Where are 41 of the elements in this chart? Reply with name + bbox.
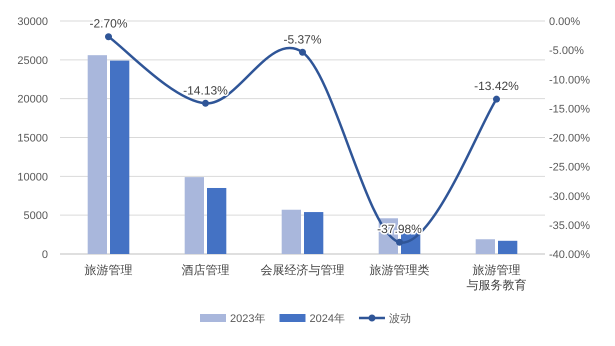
bar bbox=[110, 60, 130, 254]
y-tick-label: 10000 bbox=[17, 171, 48, 184]
y-tick-label: 15000 bbox=[17, 132, 48, 144]
point bbox=[299, 48, 306, 56]
y-tick-label: 5000 bbox=[24, 210, 48, 222]
y2-tick-label: 0.00% bbox=[549, 16, 580, 28]
data-label: -2.70% bbox=[89, 16, 128, 31]
bar bbox=[476, 239, 495, 254]
y2-tick-label: -20.00% bbox=[549, 132, 590, 144]
x-tick-label: 旅游管理与服务教育 bbox=[466, 263, 526, 292]
legend-label: 波动 bbox=[388, 312, 411, 325]
y2-tick-label: -25.00% bbox=[549, 162, 590, 174]
bar bbox=[304, 212, 324, 254]
x-tick-label: 酒店管理 bbox=[182, 263, 230, 277]
bar bbox=[282, 210, 301, 254]
y2-tick-label: -40.00% bbox=[549, 249, 590, 261]
point bbox=[493, 96, 500, 103]
y2-tick-label: -5.00% bbox=[549, 45, 584, 58]
legend-label: 2024年 bbox=[309, 313, 345, 325]
x-tick-label: 旅游管理类 bbox=[370, 263, 430, 277]
legend-label: 2023年 bbox=[230, 313, 266, 325]
data-label: -13.42% bbox=[474, 79, 520, 94]
bar bbox=[207, 188, 226, 254]
bar bbox=[184, 177, 204, 254]
y2-tick-label: -35.00% bbox=[549, 220, 590, 232]
point bbox=[396, 238, 403, 246]
y2-tick-label: -10.00% bbox=[549, 74, 590, 86]
x-tick-label: 旅游管理 bbox=[84, 263, 132, 277]
y2-tick-label: -15.00% bbox=[549, 103, 590, 116]
point bbox=[202, 100, 209, 107]
y-tick-label: 25000 bbox=[17, 54, 48, 67]
data-label: -14.13% bbox=[183, 83, 228, 98]
point bbox=[105, 33, 112, 40]
data-label: -5.37% bbox=[283, 32, 322, 46]
y-tick-label: 30000 bbox=[17, 16, 48, 28]
bar bbox=[88, 55, 107, 254]
bar bbox=[498, 240, 518, 254]
y2-tick-label: -30.00% bbox=[549, 190, 590, 203]
x-tick-label: 会展经济与管理 bbox=[260, 263, 344, 277]
y-tick-label: 20000 bbox=[17, 94, 48, 106]
y-tick-label: 0 bbox=[42, 249, 48, 261]
